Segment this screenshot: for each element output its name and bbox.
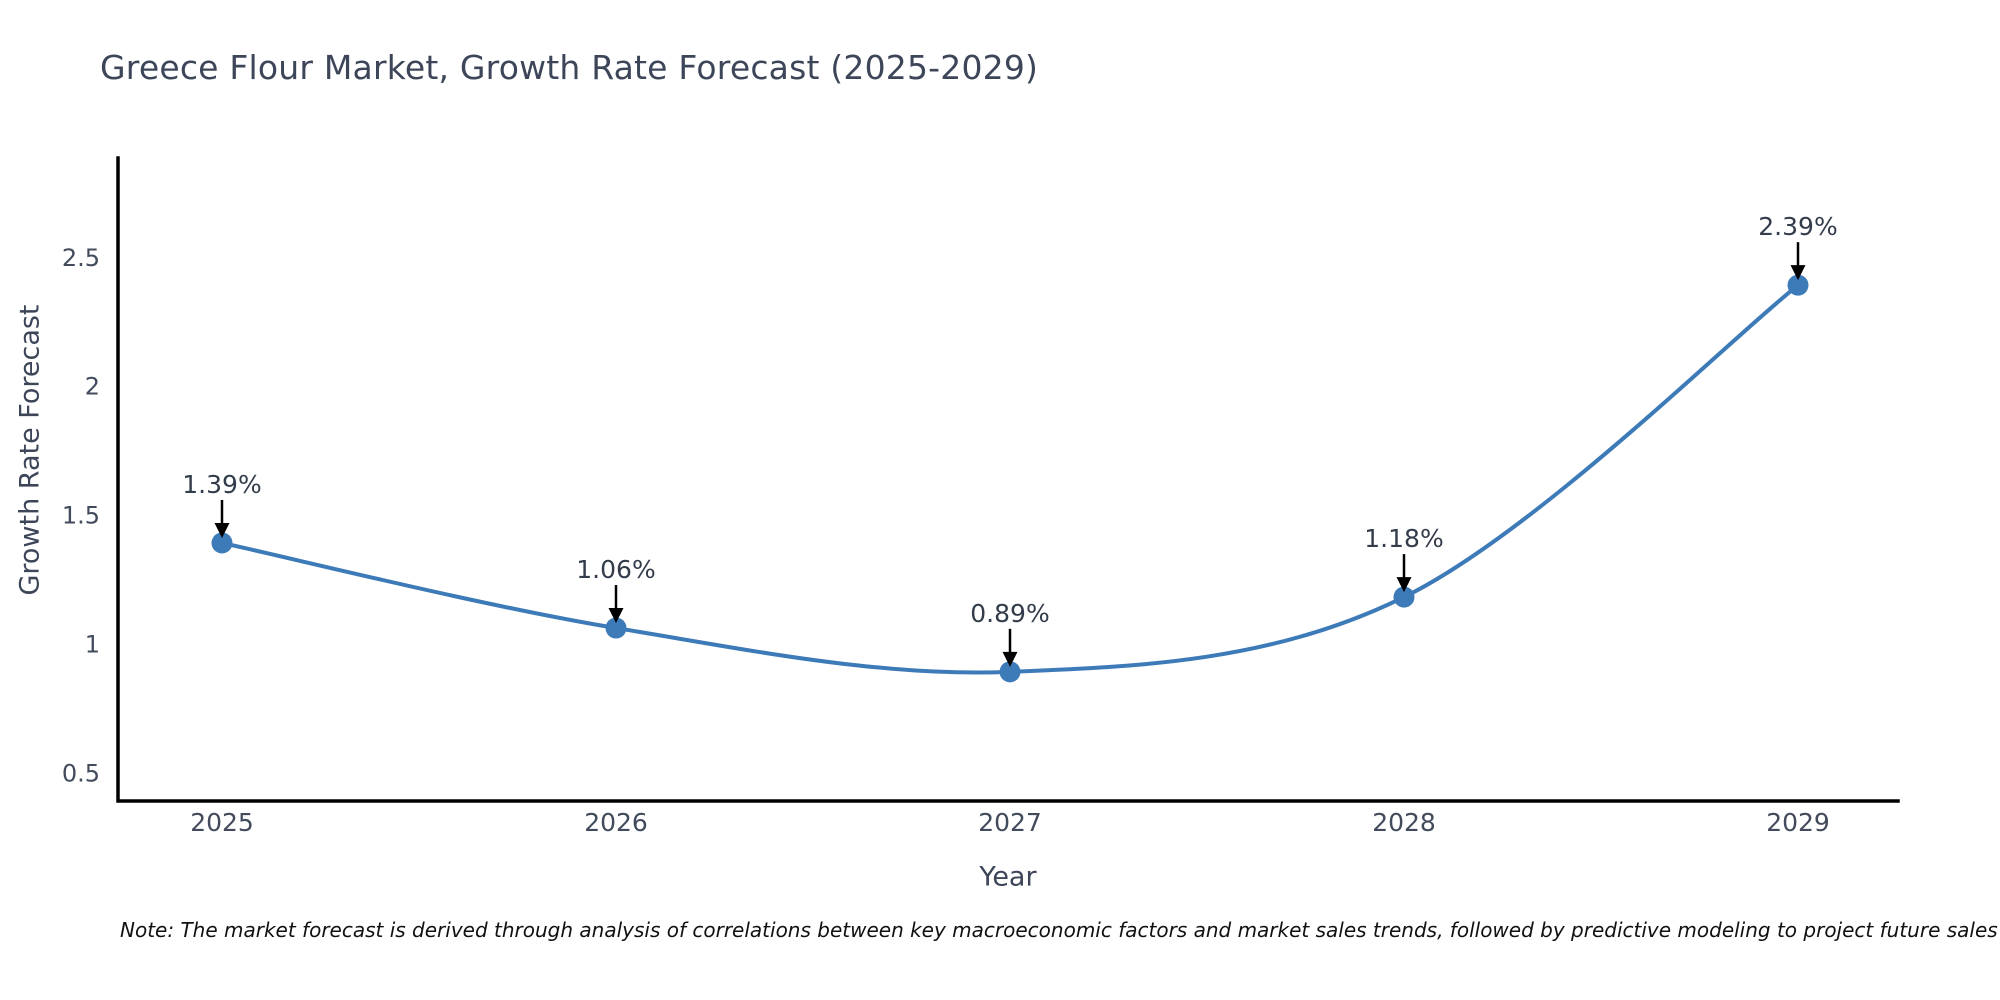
- y-tick-label: 2: [85, 373, 100, 401]
- data-point-value-label: 1.06%: [576, 555, 655, 584]
- x-tick-label: 2026: [584, 808, 648, 837]
- x-tick-label: 2027: [978, 808, 1042, 837]
- y-tick-label: 2.5: [62, 244, 100, 272]
- data-point-marker-2028: [1393, 586, 1415, 608]
- data-point-value-label: 2.39%: [1758, 212, 1837, 241]
- y-tick-label: 1: [85, 631, 100, 659]
- annotation-arrow-head: [1002, 651, 1018, 667]
- data-point-marker-2029: [1787, 274, 1809, 296]
- data-point-value-label: 0.89%: [970, 599, 1049, 628]
- y-tick-label: 1.5: [62, 502, 100, 530]
- data-point-marker-2026: [605, 617, 627, 639]
- annotation-arrow-head: [608, 608, 624, 624]
- annotation-arrow-head: [214, 522, 230, 538]
- data-point-value-label: 1.18%: [1364, 524, 1443, 553]
- footnote: Note: The market forecast is derived thr…: [120, 918, 1998, 942]
- x-tick-label: 2028: [1372, 808, 1436, 837]
- data-point-marker-2025: [211, 532, 233, 554]
- annotation-arrow-head: [1396, 577, 1412, 593]
- data-point-value-label: 1.39%: [182, 470, 261, 499]
- axis-spines: [116, 156, 1900, 803]
- y-tick-label: 0.5: [62, 759, 100, 787]
- x-tick-label: 2029: [1766, 808, 1830, 837]
- x-tick-label: 2025: [190, 808, 254, 837]
- data-point-marker-2027: [999, 661, 1021, 683]
- annotation-arrow-head: [1790, 265, 1806, 281]
- chart-title: Greece Flour Market, Growth Rate Forecas…: [100, 48, 1039, 87]
- x-axis-title: Year: [979, 861, 1037, 893]
